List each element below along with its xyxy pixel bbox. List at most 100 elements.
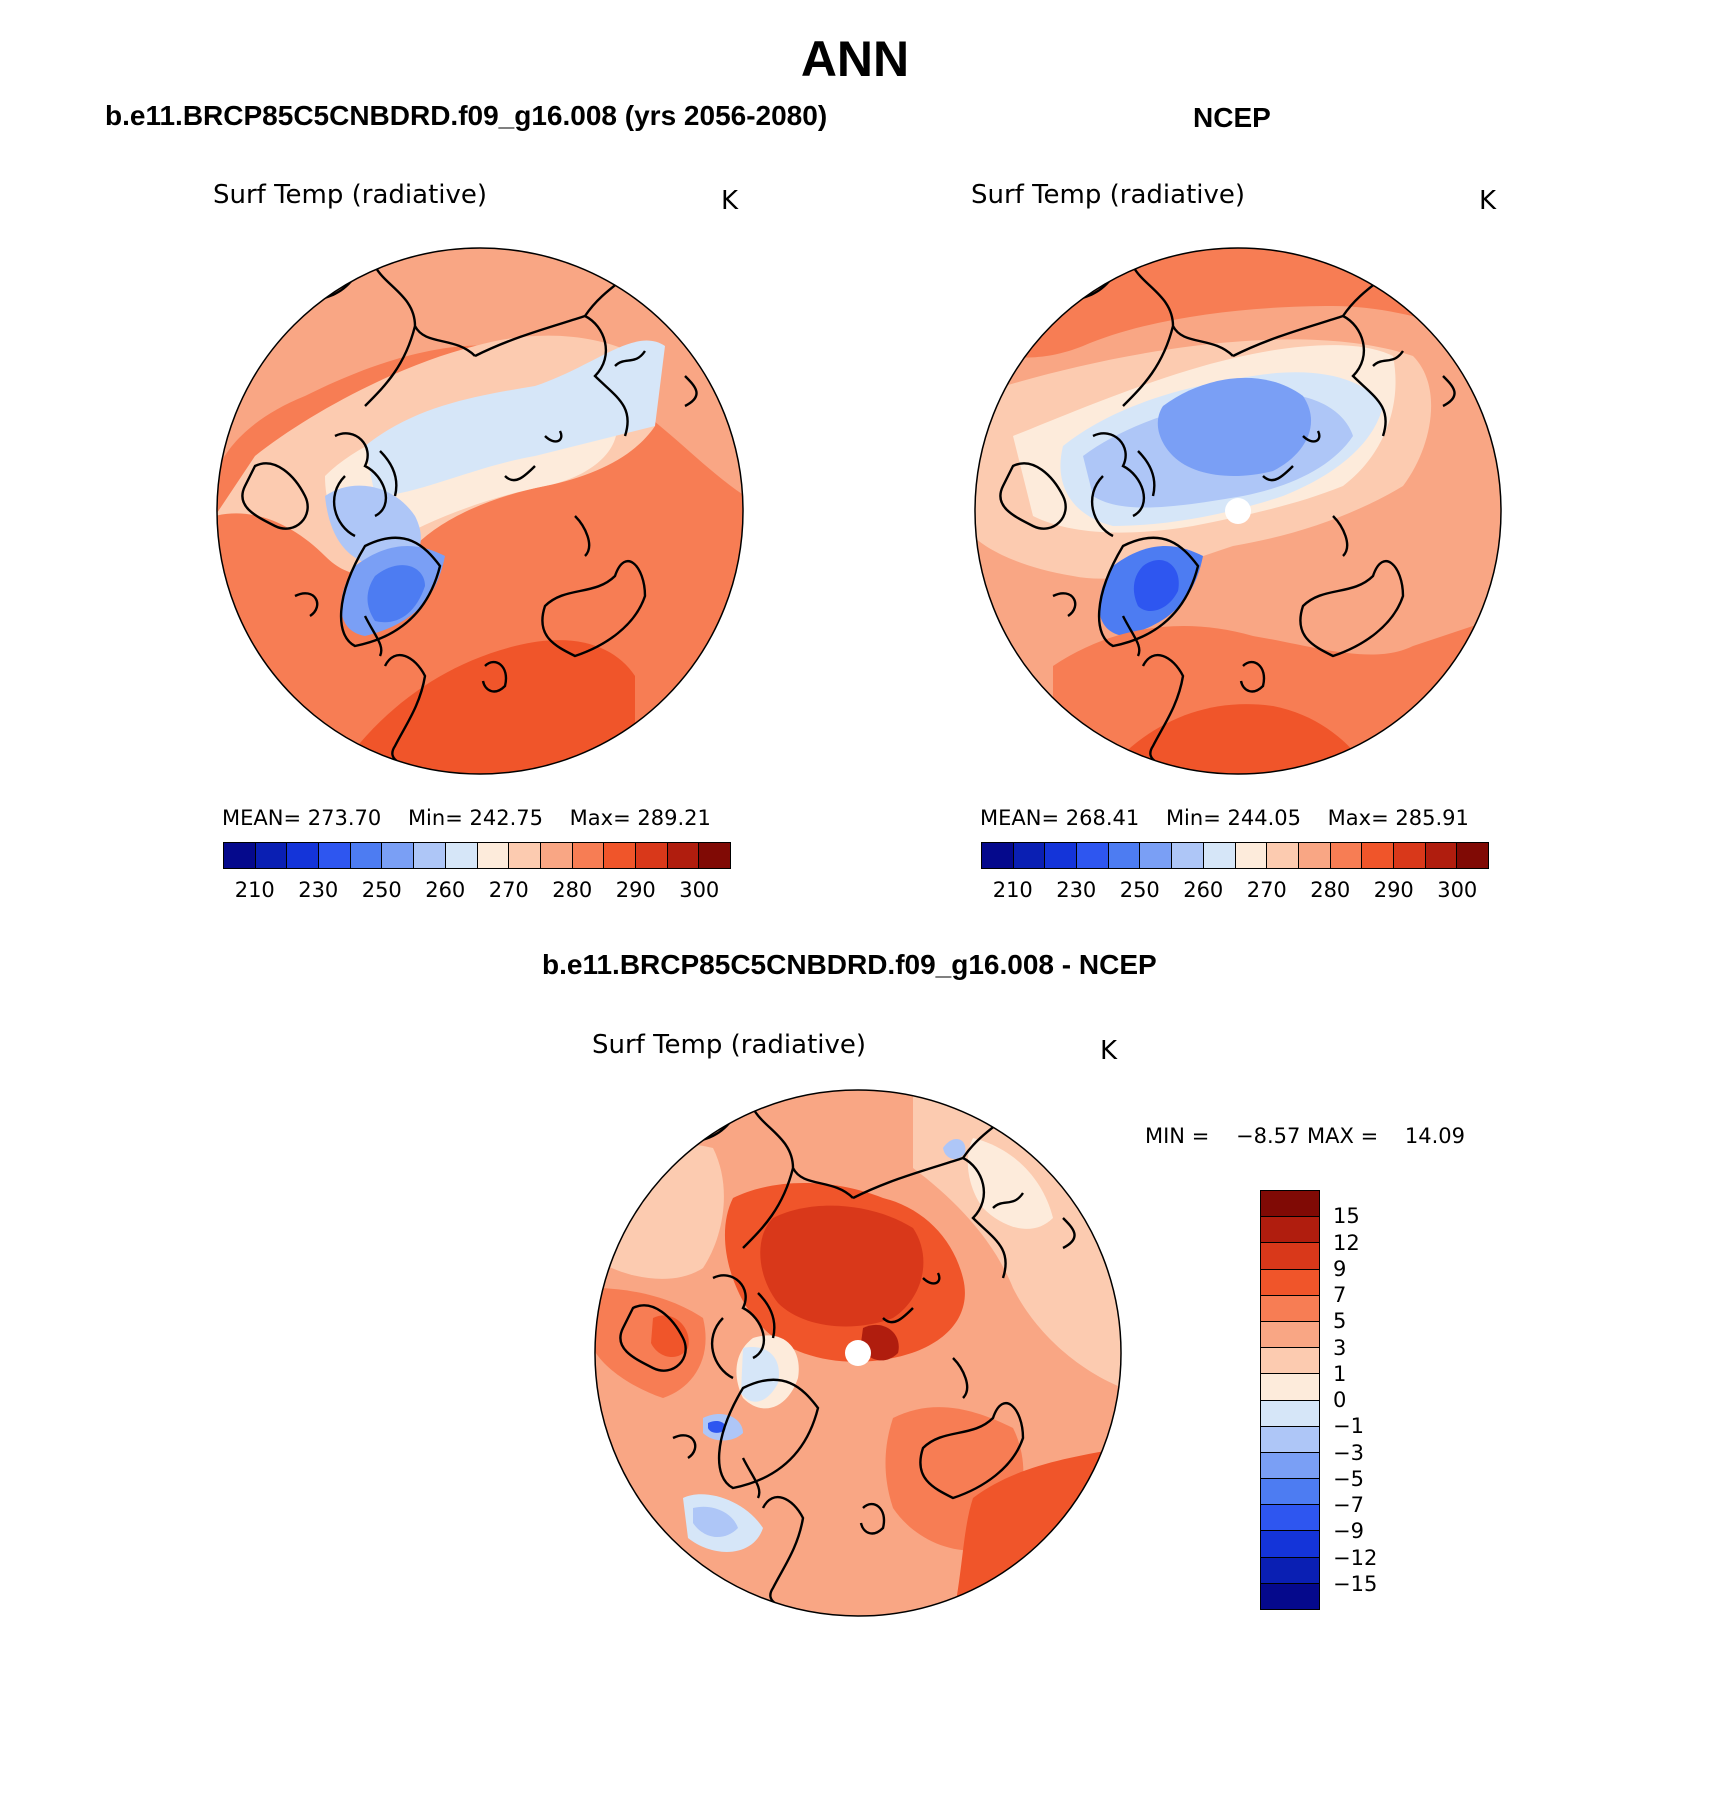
diff-max-label: MAX =: [1307, 1124, 1379, 1148]
colorbar-swatch: [1108, 843, 1141, 868]
colorbar-tick-label: 270: [488, 878, 529, 902]
colorbar-swatch: [1172, 843, 1204, 868]
colorbar-swatch: [1261, 1583, 1319, 1609]
obs-min-value: 244.05: [1227, 806, 1301, 830]
colorbar-swatch: [1261, 1479, 1319, 1506]
colorbar-swatch: [604, 843, 636, 868]
obs-colorbar: [981, 842, 1489, 869]
obs-panel-title: NCEP: [1193, 102, 1271, 133]
colorbar-tick-label: 230: [298, 878, 339, 902]
colorbar-swatch: [1267, 843, 1299, 868]
colorbar-swatch: [572, 843, 605, 868]
obs-max-value: 285.91: [1395, 806, 1469, 830]
colorbar-tick-label: 0: [1333, 1388, 1347, 1412]
colorbar-swatch: [1362, 843, 1394, 868]
diff-polar-map: [594, 1089, 1122, 1617]
colorbar-swatch: [1261, 1348, 1319, 1375]
colorbar-swatch: [982, 843, 1014, 868]
colorbar-swatch: [1261, 1295, 1319, 1322]
colorbar-tick-label: 300: [1437, 878, 1478, 902]
colorbar-swatch: [1261, 1426, 1319, 1453]
figure-title: ANN: [800, 31, 910, 87]
colorbar-swatch: [350, 843, 383, 868]
colorbar-tick-label: −1: [1333, 1414, 1364, 1439]
colorbar-swatch: [1298, 843, 1331, 868]
diff-colorbar-ticks: 15 12 9 7 5 3 1 0 −1 −3 −5 −7 −9 −12 −15: [1333, 1190, 1413, 1610]
colorbar-swatch: [1425, 843, 1458, 868]
colorbar-swatch: [1261, 1374, 1319, 1401]
colorbar-tick-label: 210: [992, 878, 1033, 902]
obs-variable-label: Surf Temp (radiative): [971, 180, 1246, 210]
colorbar-tick-label: −3: [1333, 1440, 1364, 1465]
colorbar-swatch: [1261, 1452, 1319, 1480]
colorbar-swatch: [1045, 843, 1078, 868]
colorbar-tick-label: 260: [1183, 878, 1224, 902]
colorbar-tick-label: 300: [679, 878, 720, 902]
model-mean-label: MEAN=: [222, 806, 302, 830]
obs-max-label: Max=: [1327, 806, 1389, 830]
colorbar-swatch: [1261, 1531, 1319, 1558]
colorbar-swatch: [224, 843, 256, 868]
colorbar-swatch: [1261, 1321, 1319, 1349]
diff-min-label: MIN =: [1145, 1124, 1210, 1148]
colorbar-swatch: [1261, 1191, 1319, 1218]
colorbar-tick-label: 9: [1333, 1256, 1347, 1281]
model-panel-title: b.e11.BRCP85C5CNBDRD.f09_g16.008 (yrs 20…: [105, 100, 828, 131]
colorbar-swatch: [1203, 843, 1236, 868]
colorbar-tick-label: 250: [361, 878, 402, 902]
obs-min-label: Min=: [1165, 806, 1221, 830]
diff-min-value: −8.57: [1236, 1124, 1301, 1148]
colorbar-swatch: [667, 843, 700, 868]
model-max-value: 289.21: [637, 806, 711, 830]
colorbar-swatch: [445, 843, 478, 868]
colorbar-swatch: [1261, 1269, 1319, 1296]
colorbar-swatch: [540, 843, 573, 868]
diff-variable-label: Surf Temp (radiative): [592, 1030, 867, 1060]
colorbar-swatch: [1261, 1557, 1319, 1584]
colorbar-tick-label: −9: [1333, 1519, 1364, 1544]
colorbar-tick-label: 270: [1246, 878, 1287, 902]
obs-units-label: K: [1479, 186, 1497, 216]
colorbar-swatch: [635, 843, 668, 868]
obs-colorbar-ticks: 210 230 250 260 270 280 290 300: [981, 878, 1489, 904]
colorbar-tick-label: 7: [1333, 1283, 1347, 1307]
colorbar-swatch: [699, 843, 730, 868]
obs-mean-label: MEAN=: [980, 806, 1060, 830]
colorbar-tick-label: 290: [615, 878, 656, 902]
colorbar-swatch: [509, 843, 541, 868]
model-units-label: K: [721, 186, 739, 216]
colorbar-swatch: [1330, 843, 1363, 868]
model-mean-value: 273.70: [307, 806, 382, 830]
colorbar-swatch: [1077, 843, 1109, 868]
colorbar-tick-label: −15: [1333, 1571, 1378, 1596]
colorbar-tick-label: 5: [1333, 1309, 1347, 1334]
colorbar-tick-label: 3: [1333, 1335, 1347, 1360]
colorbar-tick-label: −5: [1333, 1466, 1364, 1491]
colorbar-tick-label: 15: [1333, 1204, 1360, 1229]
colorbar-swatch: [1261, 1217, 1319, 1244]
colorbar-swatch: [1261, 1243, 1319, 1270]
colorbar-tick-label: −7: [1333, 1493, 1364, 1517]
colorbar-tick-label: 290: [1373, 878, 1414, 902]
colorbar-swatch: [319, 843, 351, 868]
colorbar-swatch: [382, 843, 415, 868]
model-polar-map: [216, 247, 744, 775]
colorbar-swatch: [1013, 843, 1046, 868]
pole-hole: [1225, 498, 1251, 524]
colorbar-tick-label: 280: [552, 878, 593, 902]
colorbar-swatch: [287, 843, 320, 868]
obs-polar-map: [974, 247, 1502, 775]
model-colorbar: [223, 842, 731, 869]
colorbar-swatch: [1457, 843, 1488, 868]
colorbar-swatch: [414, 843, 446, 868]
model-min-label: Min=: [407, 806, 463, 830]
pole-hole: [845, 1340, 871, 1366]
model-variable-label: Surf Temp (radiative): [213, 180, 488, 210]
colorbar-swatch: [1140, 843, 1173, 868]
colorbar-tick-label: 12: [1333, 1230, 1360, 1255]
obs-mean-value: 268.41: [1065, 806, 1140, 830]
colorbar-swatch: [1261, 1505, 1319, 1532]
diff-panel-title: b.e11.BRCP85C5CNBDRD.f09_g16.008 - NCEP: [542, 949, 1157, 980]
diff-max-value: 14.09: [1404, 1124, 1466, 1148]
colorbar-tick-label: 260: [425, 878, 466, 902]
